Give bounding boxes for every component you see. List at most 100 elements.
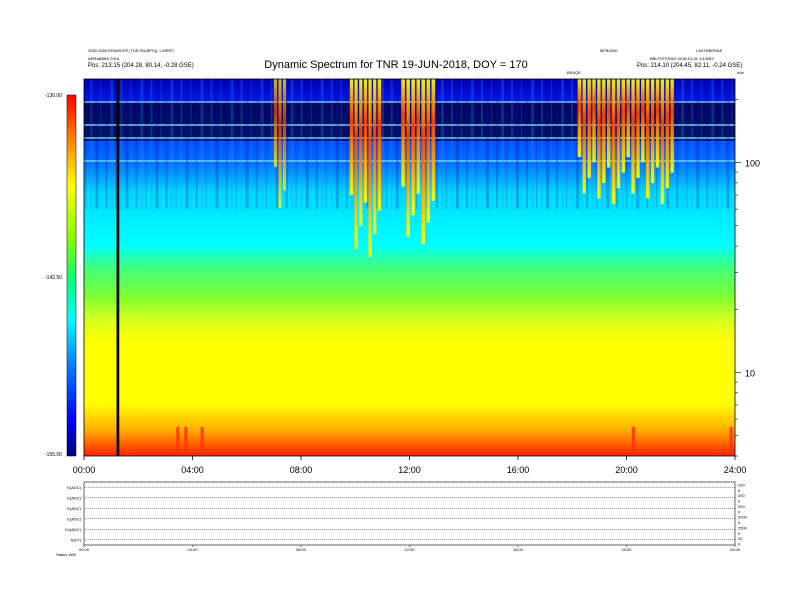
texture-streak [716,79,718,209]
bottom-right-label: 200 [738,483,745,488]
texture-streak [581,79,583,209]
bottom-right-label: 0 [738,509,741,514]
bottom-row-label: E(ADC) [67,485,81,490]
texture-streak [285,79,288,209]
radio-burst-streak [431,79,436,201]
colorbar [66,94,77,457]
radio-burst-streak [421,79,426,244]
texture-streak [536,79,538,209]
low-frequency-burst [176,426,180,456]
texture-streak [480,79,483,209]
texture-streak [375,79,378,209]
bottom-x-tick-label: 08:00 [296,547,307,552]
radio-burst-streak [611,79,616,204]
texture-streak [210,79,213,209]
texture-streak [110,79,114,209]
radio-burst-streak [411,79,415,216]
texture-streak [155,79,159,209]
chart-title: Dynamic Spectrum for TNR 19-JUN-2018, DO… [264,59,528,71]
radio-burst-streak [582,79,586,194]
radio-burst-streak [278,79,282,209]
unit-corner-label: kHz [737,70,744,75]
texture-streak [165,79,168,209]
radio-burst-streak [354,79,358,250]
texture-streak [105,79,108,209]
bottom-row-label: Ez(ADC) [65,527,81,532]
radio-burst-streak [641,79,645,163]
bottom-right-label: 200 [738,493,745,498]
radio-burst-streak [636,79,640,178]
texture-streak [215,79,219,209]
radio-burst-streak [631,79,635,194]
texture-streak [270,79,273,209]
texture-streak [495,79,498,209]
texture-streak [440,79,444,209]
texture-streak [295,79,297,209]
radio-burst-streak [359,79,363,226]
bottom-x-tick-label: 12:00 [404,547,415,552]
texture-streak [460,79,462,209]
radio-burst-streak [377,79,381,211]
texture-streak [260,79,264,209]
texture-streak [255,79,258,209]
x-tick-label: 12:00 [398,465,421,475]
texture-streak [335,79,339,209]
texture-streak [561,79,565,209]
texture-streak [100,79,102,209]
radio-burst-streak [665,79,669,189]
texture-streak [140,79,144,209]
colorbar-bottom-label: -155.00 [45,452,62,458]
texture-streak [701,79,703,209]
texture-streak [160,79,162,209]
radio-burst-streak [670,79,674,173]
texture-streak [430,79,432,209]
y-tick-label: 10 [745,368,755,378]
radio-burst-streak [349,79,354,195]
texture-streak [686,79,688,209]
texture-streak [586,79,589,209]
bottom-x-tick-label: 16:00 [513,547,524,552]
texture-streak [300,79,303,209]
bottom-right-label: 0 [738,520,741,525]
texture-streak [455,79,459,209]
radio-burst-streak [401,79,405,187]
texture-streak [681,79,685,209]
texture-streak [275,79,279,209]
bottom-right-label: 0 [738,488,741,493]
texture-streak [220,79,222,209]
texture-streak [676,79,679,209]
low-frequency-burst [200,426,204,456]
x-tick-label: 16:00 [507,465,530,475]
radio-burst-streak [368,79,372,257]
texture-streak [175,79,177,209]
texture-streak [190,79,192,209]
texture-streak [90,79,93,209]
low-frequency-burst [184,426,188,456]
texture-streak [185,79,189,209]
radio-burst-streak [650,79,655,184]
texture-streak [365,79,369,209]
texture-streak [245,79,249,209]
radio-burst-streak [363,79,368,203]
header-position-left: Pos: 213.15 (204.28, 80.14, -0.28 GSE) [88,63,194,69]
bottom-right-label: 0 [738,531,741,536]
texture-streak [390,79,393,209]
bottom-right-label: 20 [738,536,743,541]
header-info-right-1: LASTBBRSAS [696,48,723,53]
texture-streak [130,79,132,209]
texture-streak [225,79,228,209]
texture-streak [250,79,252,209]
texture-streak [506,79,508,209]
radio-burst-streak [606,79,611,168]
bottom-panel: E(ADC)E(ADC)E(ADC)E(ADC)Ez(ADC)B(nT)2000… [65,481,748,552]
radio-burst-streak [602,79,606,184]
texture-streak [380,79,384,209]
texture-streak [290,79,294,209]
bottom-footer-label: Status WW [56,552,77,557]
texture-streak [195,79,198,209]
radio-burst-streak [616,79,621,189]
bottom-right-label: 2500 [738,515,748,520]
texture-streak [611,79,613,209]
x-tick-label: 00:00 [73,465,96,475]
radio-burst-streak [592,79,596,163]
